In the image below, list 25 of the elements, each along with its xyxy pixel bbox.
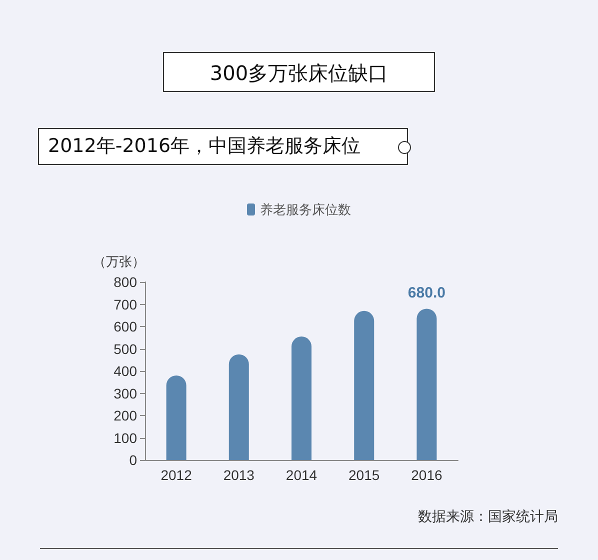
- source-note: 数据来源：国家统计局: [418, 508, 558, 526]
- y-axis-title: （万张）: [93, 254, 145, 269]
- y-tick-label: 300: [114, 385, 138, 402]
- bar: [354, 310, 374, 460]
- y-tick-label: 100: [114, 430, 138, 446]
- y-tick-label: 500: [114, 340, 138, 357]
- data-label: 680.0: [408, 284, 446, 302]
- bar: [292, 336, 312, 460]
- legend-label: 养老服务床位数: [260, 202, 351, 217]
- x-tick-label: 2015: [348, 467, 380, 483]
- x-tick-label: 2013: [223, 467, 255, 483]
- bar: [416, 308, 437, 460]
- chart-title: 300多万张床位缺口: [163, 52, 435, 92]
- y-tick-label: 0: [129, 452, 138, 468]
- y-tick-label: 200: [114, 408, 138, 424]
- y-tick-label: 800: [114, 274, 138, 290]
- chart-subtitle: 2012年-2016年，中国养老服务床位: [38, 128, 408, 165]
- y-tick-label: 400: [114, 363, 138, 379]
- x-tick-label: 2012: [160, 467, 192, 483]
- bar: [166, 375, 186, 460]
- x-tick-label: 2016: [411, 467, 442, 483]
- bar: [228, 354, 249, 460]
- y-tick-label: 700: [114, 296, 138, 312]
- y-tick-label: 600: [114, 318, 138, 334]
- x-tick-label: 2014: [286, 467, 318, 483]
